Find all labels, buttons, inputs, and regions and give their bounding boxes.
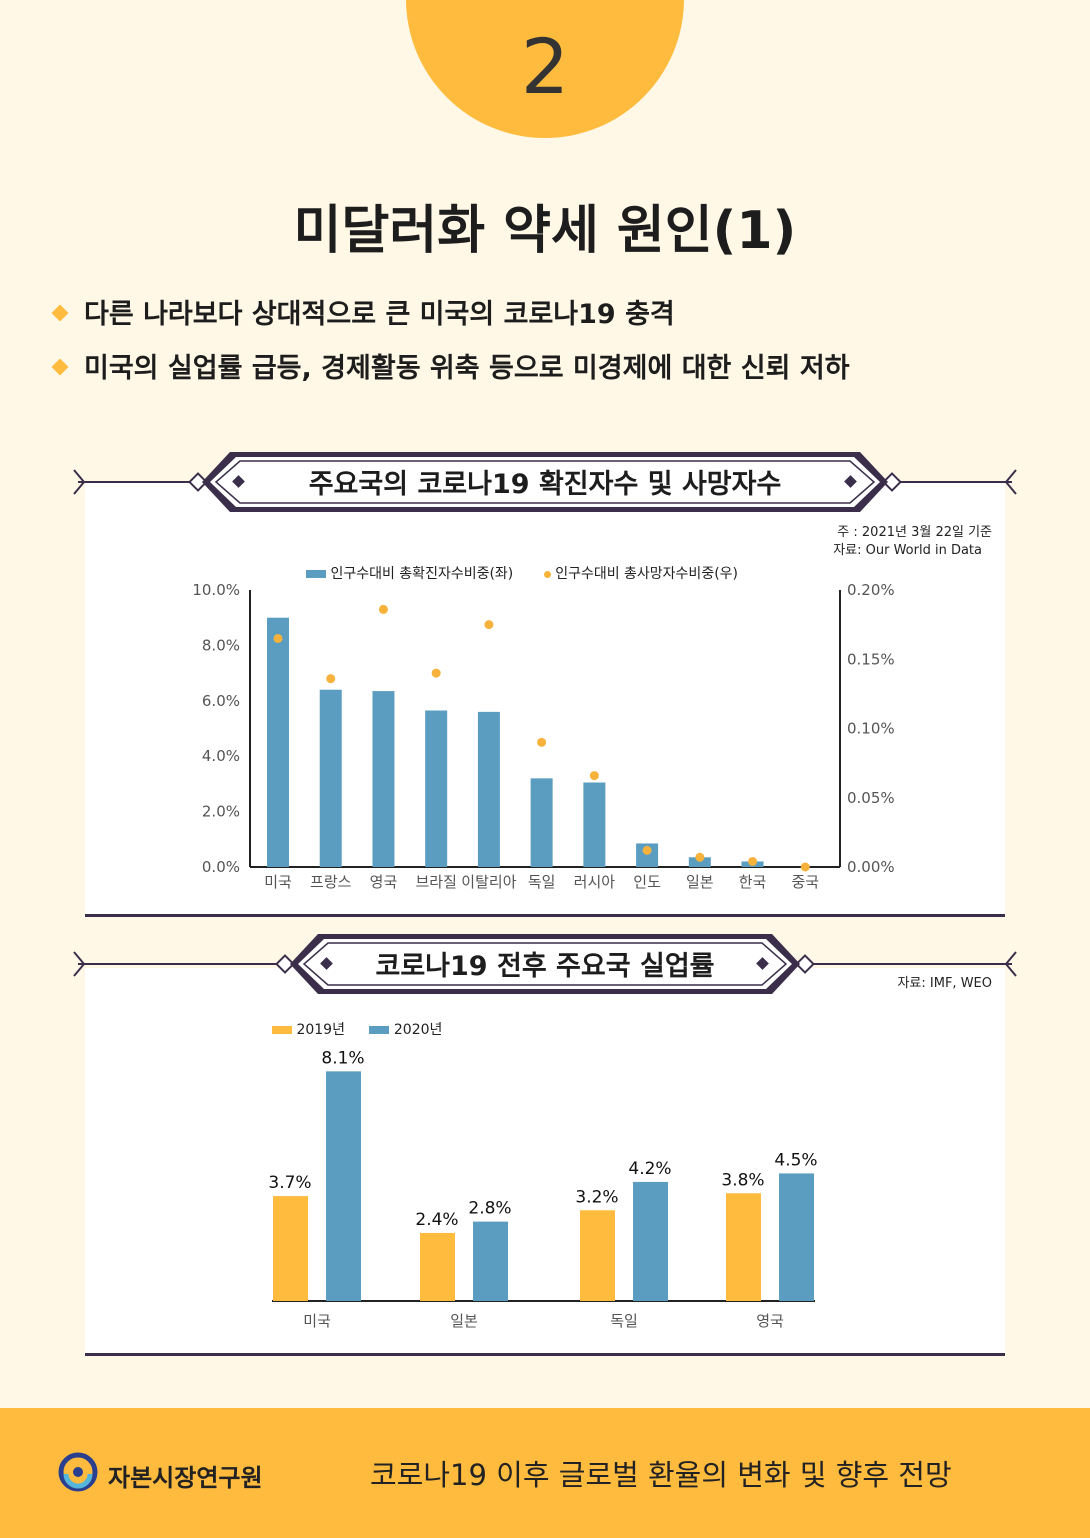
right-tick-label: 0.20% (847, 581, 895, 599)
x-tick-label: 독일 (610, 1312, 638, 1330)
x-tick-label: 영국 (370, 873, 398, 891)
x-tick-label: 일본 (450, 1312, 478, 1330)
bar-2019년 (726, 1193, 761, 1301)
chart1-note: 주 : 2021년 3월 22일 기준 (837, 525, 992, 540)
diamond-bullet-icon (51, 358, 69, 375)
legend-label-deaths: 인구수대비 총사망자수비중(우) (555, 566, 739, 582)
dot-deaths (642, 845, 652, 855)
legend-dot-swatch (543, 570, 551, 578)
left-tick-label: 2.0% (202, 803, 240, 821)
left-tick-label: 6.0% (202, 692, 240, 710)
x-tick-label: 프랑스 (310, 873, 352, 891)
bar-cases (477, 711, 500, 867)
chart1-title: 주요국의 코로나19 확진자수 및 사망자수 (308, 469, 782, 500)
dot-deaths (431, 668, 441, 678)
org-logo-icon (58, 1452, 98, 1492)
data-label: 4.5% (774, 1150, 817, 1170)
bar-cases (319, 689, 342, 867)
legend-label-cases: 인구수대비 총확진자수비중(좌) (330, 566, 514, 582)
data-label: 8.1% (321, 1048, 364, 1068)
bullet-item: 미국의 실업률 급등, 경제활동 위축 등으로 미경제에 대한 신뢰 저하 (51, 346, 850, 385)
chart2-banner-frame (73, 934, 1017, 994)
diamond-bullet-icon (51, 304, 69, 321)
x-tick-label: 브라질 (415, 873, 456, 891)
x-tick-label: 러시아 (574, 873, 616, 891)
x-tick-label: 중국 (791, 873, 819, 891)
x-tick-label: 영국 (756, 1312, 784, 1330)
right-tick-label: 0.10% (847, 720, 895, 738)
bar-cases (636, 843, 659, 867)
dot-deaths (378, 604, 388, 614)
chart1-bottom-rule (85, 914, 1005, 917)
chart2-legend: 2019년 2020년 (272, 1019, 442, 1039)
bar-cases (372, 691, 395, 867)
dot-deaths (695, 852, 705, 862)
legend-label-2019: 2019년 (296, 1022, 345, 1038)
x-tick-label: 이탈리아 (461, 873, 516, 891)
section-number: 2 (520, 22, 570, 111)
dot-deaths (273, 633, 283, 643)
chart2-panel (85, 968, 1005, 1354)
bar-cases (688, 857, 711, 867)
bar-cases (530, 778, 553, 867)
footer-report-title: 코로나19 이후 글로벌 환율의 변화 및 향후 전망 (370, 1458, 952, 1492)
x-tick-label: 독일 (528, 873, 556, 891)
bullet-text: 다른 나라보다 상대적으로 큰 미국의 코로나19 충격 (84, 299, 675, 330)
bar-2019년 (273, 1196, 308, 1301)
bullet-text: 미국의 실업률 급등, 경제활동 위축 등으로 미경제에 대한 신뢰 저하 (84, 353, 850, 384)
chart2-plot: 3.7% 8.1% 미국 2.4% 2.8% 일본 3.2% 4.2% 독일 3.8% 4.5% 영국 (268, 1048, 817, 1330)
bar-cases (583, 782, 606, 867)
x-tick-label: 미국 (264, 873, 292, 891)
chart2-title: 코로나19 전후 주요국 실업률 (375, 951, 715, 982)
chart1-plot: 10.0% 8.0% 6.0% 4.0% 2.0% 0.0% 0.20% 0.15% 0.10%… (192, 581, 895, 891)
right-tick-label: 0.00% (847, 858, 895, 876)
data-label: 3.2% (575, 1187, 618, 1207)
bar-2020년 (633, 1181, 668, 1301)
bar-2020년 (326, 1071, 361, 1301)
page-title: 미달러화 약세 원인(1) (293, 201, 797, 261)
legend-bar-swatch (306, 570, 326, 578)
footer-org-name: 자본시장연구원 (108, 1464, 263, 1492)
dot-deaths (484, 620, 494, 630)
x-tick-label: 일본 (686, 873, 714, 891)
legend-label-2020: 2020년 (393, 1022, 443, 1038)
dot-deaths (326, 674, 336, 684)
dot-deaths (589, 771, 599, 781)
bar-cases (267, 617, 289, 867)
left-tick-label: 0.0% (202, 858, 240, 876)
dot-deaths (537, 737, 547, 747)
data-label: 4.2% (628, 1159, 671, 1179)
dot-deaths (800, 862, 810, 872)
dot-deaths (748, 856, 758, 866)
data-label: 3.7% (268, 1173, 311, 1193)
bar-2020년 (473, 1221, 508, 1301)
footer-bar (0, 1408, 1090, 1538)
x-tick-label: 한국 (739, 873, 767, 891)
x-tick-label: 인도 (633, 873, 661, 891)
x-tick-label: 미국 (303, 1312, 331, 1330)
bar-cases (425, 710, 448, 867)
bar-2019년 (420, 1232, 455, 1301)
right-tick-label: 0.15% (847, 650, 895, 668)
legend-swatch-2020 (369, 1026, 390, 1034)
left-tick-label: 4.0% (202, 747, 240, 765)
legend-swatch-2019 (272, 1026, 292, 1034)
chart2-source: 자료: IMF, WEO (897, 976, 992, 991)
right-tick-label: 0.05% (847, 789, 895, 807)
data-label: 3.8% (721, 1170, 764, 1190)
left-tick-label: 10.0% (192, 581, 240, 599)
bullet-item: 다른 나라보다 상대적으로 큰 미국의 코로나19 충격 (51, 292, 675, 331)
chart1-source: 자료: Our World in Data (833, 543, 982, 558)
data-label: 2.8% (468, 1199, 511, 1219)
chart1-banner-frame (73, 452, 1017, 512)
left-tick-label: 8.0% (202, 636, 240, 654)
data-label: 2.4% (415, 1210, 458, 1230)
chart1-legend: 인구수대비 총확진자수비중(좌) 인구수대비 총사망자수비중(우) (306, 563, 738, 583)
chart2-bottom-rule (85, 1353, 1005, 1356)
bar-2019년 (580, 1210, 615, 1301)
bar-2020년 (779, 1173, 814, 1301)
